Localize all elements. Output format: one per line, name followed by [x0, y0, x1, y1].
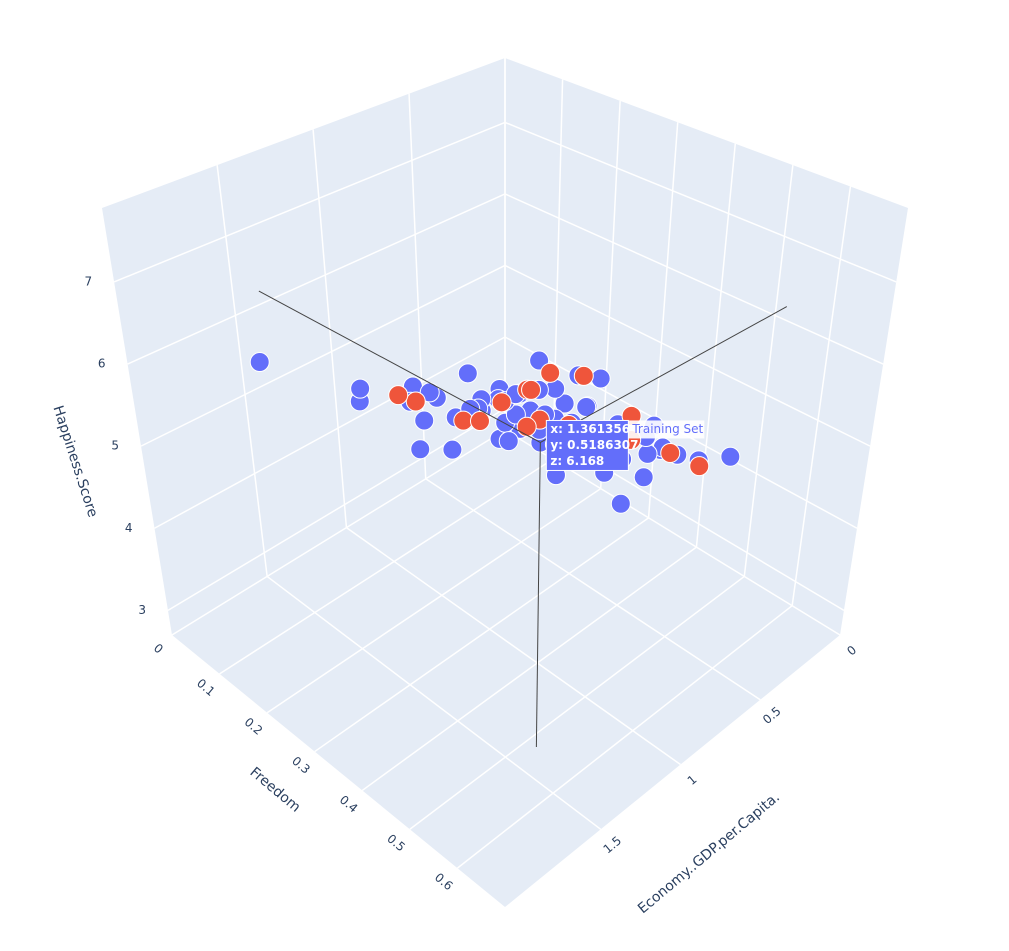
- grid-line: [743, 165, 794, 577]
- point: [457, 363, 478, 384]
- grid-line: [361, 546, 697, 792]
- point: [554, 393, 575, 414]
- grid-line: [409, 575, 745, 830]
- hover-name-box: [628, 420, 705, 439]
- hover-line: y: 0.5186307: [550, 438, 638, 452]
- point: [576, 397, 597, 418]
- grid-line: [345, 527, 681, 766]
- point: [610, 493, 631, 514]
- x-tick-label: 0.5: [760, 704, 784, 727]
- floor-plane: [172, 430, 840, 907]
- point: [491, 392, 512, 413]
- grid-line: [504, 264, 871, 447]
- grid-line: [504, 121, 897, 283]
- point: [410, 439, 431, 460]
- grid-line: [140, 264, 506, 447]
- back-wall: [505, 58, 908, 635]
- point: [516, 416, 537, 437]
- x-tick-label: 0: [844, 643, 859, 659]
- x-tick-label: 1.5: [601, 833, 625, 856]
- grid-line: [127, 193, 506, 365]
- point: [689, 456, 710, 477]
- point: [590, 368, 611, 389]
- z-tick-label: 3: [138, 603, 146, 617]
- grid-line: [504, 193, 884, 365]
- grid-line: [219, 458, 554, 675]
- point: [498, 431, 519, 452]
- z-tick-label: 6: [98, 357, 106, 371]
- point: [405, 391, 426, 412]
- grid-line: [425, 478, 761, 701]
- point: [453, 410, 474, 431]
- point: [633, 467, 654, 488]
- back-wall: [102, 58, 505, 635]
- point: [540, 362, 561, 383]
- spike-line: [540, 306, 788, 443]
- y-tick-label: 0.3: [289, 754, 313, 777]
- grid-line: [171, 429, 506, 636]
- point: [521, 379, 542, 400]
- point: [249, 352, 270, 373]
- point: [414, 410, 435, 431]
- z-tick-label: 7: [84, 274, 92, 288]
- point: [573, 365, 594, 386]
- z-axis-title: Happiness.Score: [49, 404, 100, 520]
- point: [442, 439, 463, 460]
- spike-line: [535, 442, 541, 747]
- spike-line: [258, 290, 541, 443]
- z-tick-label: 4: [125, 521, 133, 535]
- y-tick-label: 0.4: [337, 793, 361, 816]
- y-tick-label: 0.2: [242, 715, 266, 738]
- point: [469, 411, 490, 432]
- point: [660, 442, 681, 463]
- point: [637, 443, 658, 464]
- point: [720, 446, 741, 467]
- point: [388, 385, 409, 406]
- hover-box: [545, 419, 629, 471]
- x-tick-label: 1: [685, 772, 700, 788]
- y-tick-label: 0.6: [432, 870, 456, 893]
- z-tick-label: 5: [111, 439, 119, 453]
- grid-line: [314, 517, 650, 753]
- point: [350, 378, 371, 399]
- grid-line: [312, 129, 348, 528]
- y-tick-label: 0: [151, 641, 166, 657]
- x-axis-title: Economy..GDP.per.Capita.: [635, 789, 783, 917]
- grid-line: [791, 186, 852, 606]
- hover-line: z: 6.168: [550, 454, 604, 468]
- y-tick-label: 0.1: [194, 676, 218, 699]
- y-axis-title: Freedom: [247, 764, 304, 815]
- hover-name: Training Set: [631, 422, 703, 436]
- y-tick-label: 0.5: [384, 831, 408, 854]
- grid-line: [154, 336, 506, 529]
- grid-line: [113, 121, 506, 283]
- hover-line: x: 1.361356: [550, 422, 630, 436]
- grid-line: [266, 575, 602, 830]
- grid-line: [456, 605, 793, 869]
- grid-line: [266, 487, 602, 714]
- grid-line: [216, 165, 268, 577]
